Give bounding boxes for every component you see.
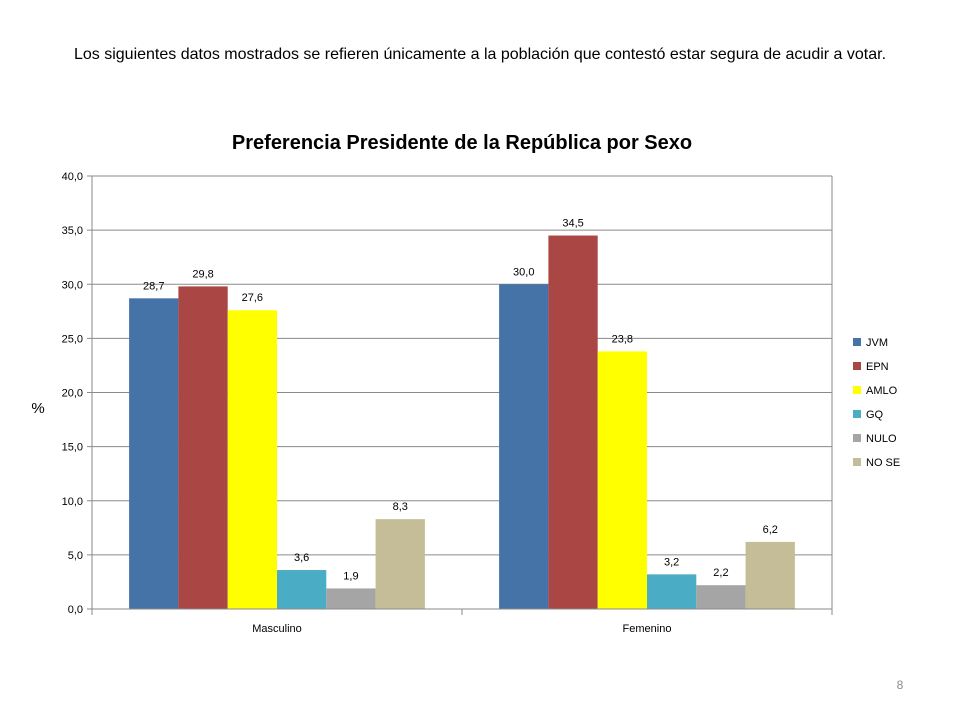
data-label: 23,8 [612, 333, 633, 345]
legend-swatch [853, 338, 861, 346]
data-label: 2,2 [713, 567, 728, 579]
slide-number: 8 [896, 678, 904, 692]
y-tick-label: 0,0 [68, 604, 83, 616]
axes: 0,0 5,0 10,0 15,0 20,0 25,0 30,0 35,0 40,0 Mascul… [31, 171, 833, 635]
data-label: 29,8 [192, 268, 213, 280]
bar [129, 298, 179, 609]
legend-label: EPN [866, 361, 889, 373]
y-tick-label: 25,0 [62, 333, 83, 345]
bar [227, 310, 277, 609]
data-label: 3,2 [664, 556, 679, 568]
data-label: 28,7 [143, 280, 164, 292]
bars [129, 235, 795, 609]
y-tick-label: 40,0 [62, 171, 83, 183]
data-label: 8,3 [393, 501, 408, 513]
bar [375, 519, 425, 609]
legend-label: NULO [866, 433, 897, 445]
legend: JVM EPN AMLO GQ NULO NO SE [853, 337, 900, 469]
legend-swatch [853, 458, 861, 466]
bar [647, 574, 697, 609]
data-label: 1,9 [343, 570, 358, 582]
legend-swatch [853, 434, 861, 442]
y-tick-label: 20,0 [62, 388, 83, 400]
legend-swatch [853, 386, 861, 394]
y-tick-label: 35,0 [62, 225, 83, 237]
data-label: 3,6 [294, 552, 309, 564]
bar [178, 286, 228, 609]
y-tick-label: 10,0 [62, 496, 83, 508]
data-label: 6,2 [763, 524, 778, 536]
y-tick-label: 5,0 [68, 550, 83, 562]
y-tick-label: 30,0 [62, 279, 83, 291]
bar [745, 541, 795, 609]
legend-swatch [853, 410, 861, 418]
x-tick-label: Masculino [252, 623, 302, 635]
intro-text: Los siguientes datos mostrados se refier… [73, 46, 887, 63]
legend-label: AMLO [866, 385, 898, 397]
data-labels: 28,7 30,0 29,8 34,5 27,6 23,8 3,6 3,2 1,9 2,2 8,3 6… [143, 218, 778, 583]
bar [548, 235, 598, 609]
y-axis-label: % [31, 400, 44, 417]
bar [277, 570, 327, 609]
bar [499, 284, 549, 609]
data-label: 34,5 [562, 218, 583, 230]
y-tick-label: 15,0 [62, 442, 83, 454]
x-tick-label: Femenino [623, 623, 672, 635]
data-label: 30,0 [513, 266, 534, 278]
legend-label: JVM [866, 337, 888, 349]
legend-label: GQ [866, 409, 884, 421]
bar [597, 351, 647, 609]
bar [326, 588, 376, 609]
legend-label: NO SE [866, 457, 900, 469]
legend-swatch [853, 362, 861, 370]
data-label: 27,6 [242, 292, 263, 304]
chart-title: Preferencia Presidente de la República p… [231, 132, 693, 154]
bar [696, 585, 746, 609]
